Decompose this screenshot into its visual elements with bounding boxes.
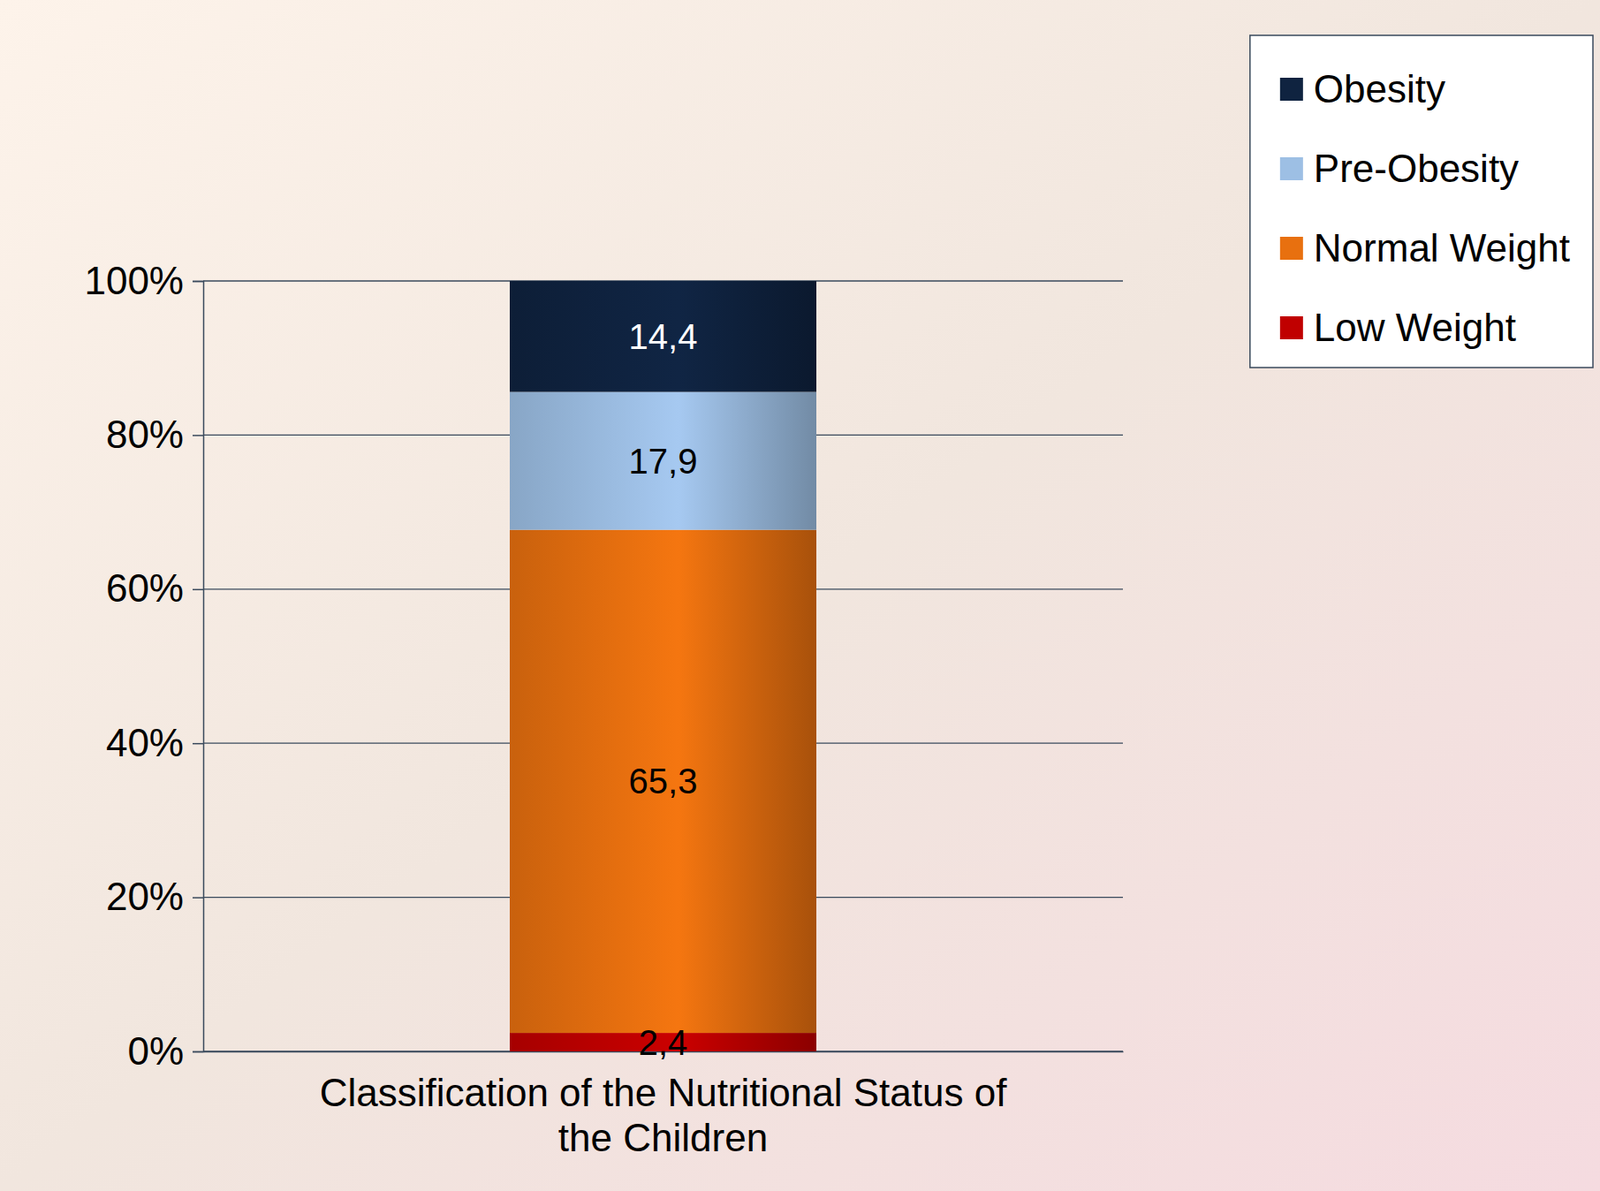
data-label: 17,9 [629, 441, 698, 481]
legend: Obesity Pre-Obesity Normal Weight Low Weigh… [1250, 35, 1593, 368]
tick-label: 20% [106, 874, 184, 918]
tick-label: 40% [106, 720, 184, 765]
background [0, 0, 1600, 1191]
tick-label: 100% [83, 258, 184, 303]
legend-label: Normal Weight [1313, 226, 1570, 270]
legend-label: Low Weight [1313, 305, 1517, 349]
bar-segment [509, 530, 817, 1033]
tick-mark [192, 743, 204, 745]
data-label: 2,4 [638, 1023, 689, 1062]
data-label: 65,3 [629, 761, 698, 801]
data-labels: 2,4 65,3 17,9 14,4 [629, 317, 698, 1062]
bar-segment [509, 392, 817, 531]
legend-label: Obesity [1313, 67, 1446, 111]
plot: 0% 20% 40% 60% 80% 100% Classification of the … [83, 258, 1123, 1160]
tick: 80% [106, 412, 204, 456]
tick-mark [192, 896, 204, 899]
legend-swatch [1280, 316, 1304, 340]
tick-label: 60% [106, 566, 184, 610]
bars [509, 280, 817, 1052]
category-label: Classification of the Nutritional Status… [319, 1070, 1008, 1160]
tick-label: 0% [127, 1029, 184, 1073]
tick: 100% [83, 258, 204, 303]
legend-swatch [1280, 157, 1304, 181]
grid [203, 280, 1123, 1052]
y-axis: 0% 20% 40% 60% 80% 100% [83, 258, 204, 1073]
legend-label: Pre-Obesity [1313, 146, 1519, 190]
axis-line [192, 281, 205, 1053]
tick: 20% [106, 874, 204, 918]
chart: 0% 20% 40% 60% 80% 100% Classification of the … [0, 0, 1600, 1191]
tick-label: 80% [106, 412, 184, 456]
tick: 40% [106, 720, 204, 765]
legend-box [1250, 35, 1593, 368]
tick-mark [192, 1051, 204, 1054]
tick-mark [192, 280, 204, 283]
data-label: 14,4 [629, 317, 698, 357]
tick: 60% [106, 566, 204, 610]
legend-swatch [1280, 236, 1304, 260]
tick: 0% [127, 1029, 204, 1073]
tick-mark [192, 589, 204, 592]
tick-mark [192, 434, 204, 437]
legend-swatch [1280, 77, 1304, 101]
bar-segment [509, 280, 817, 393]
